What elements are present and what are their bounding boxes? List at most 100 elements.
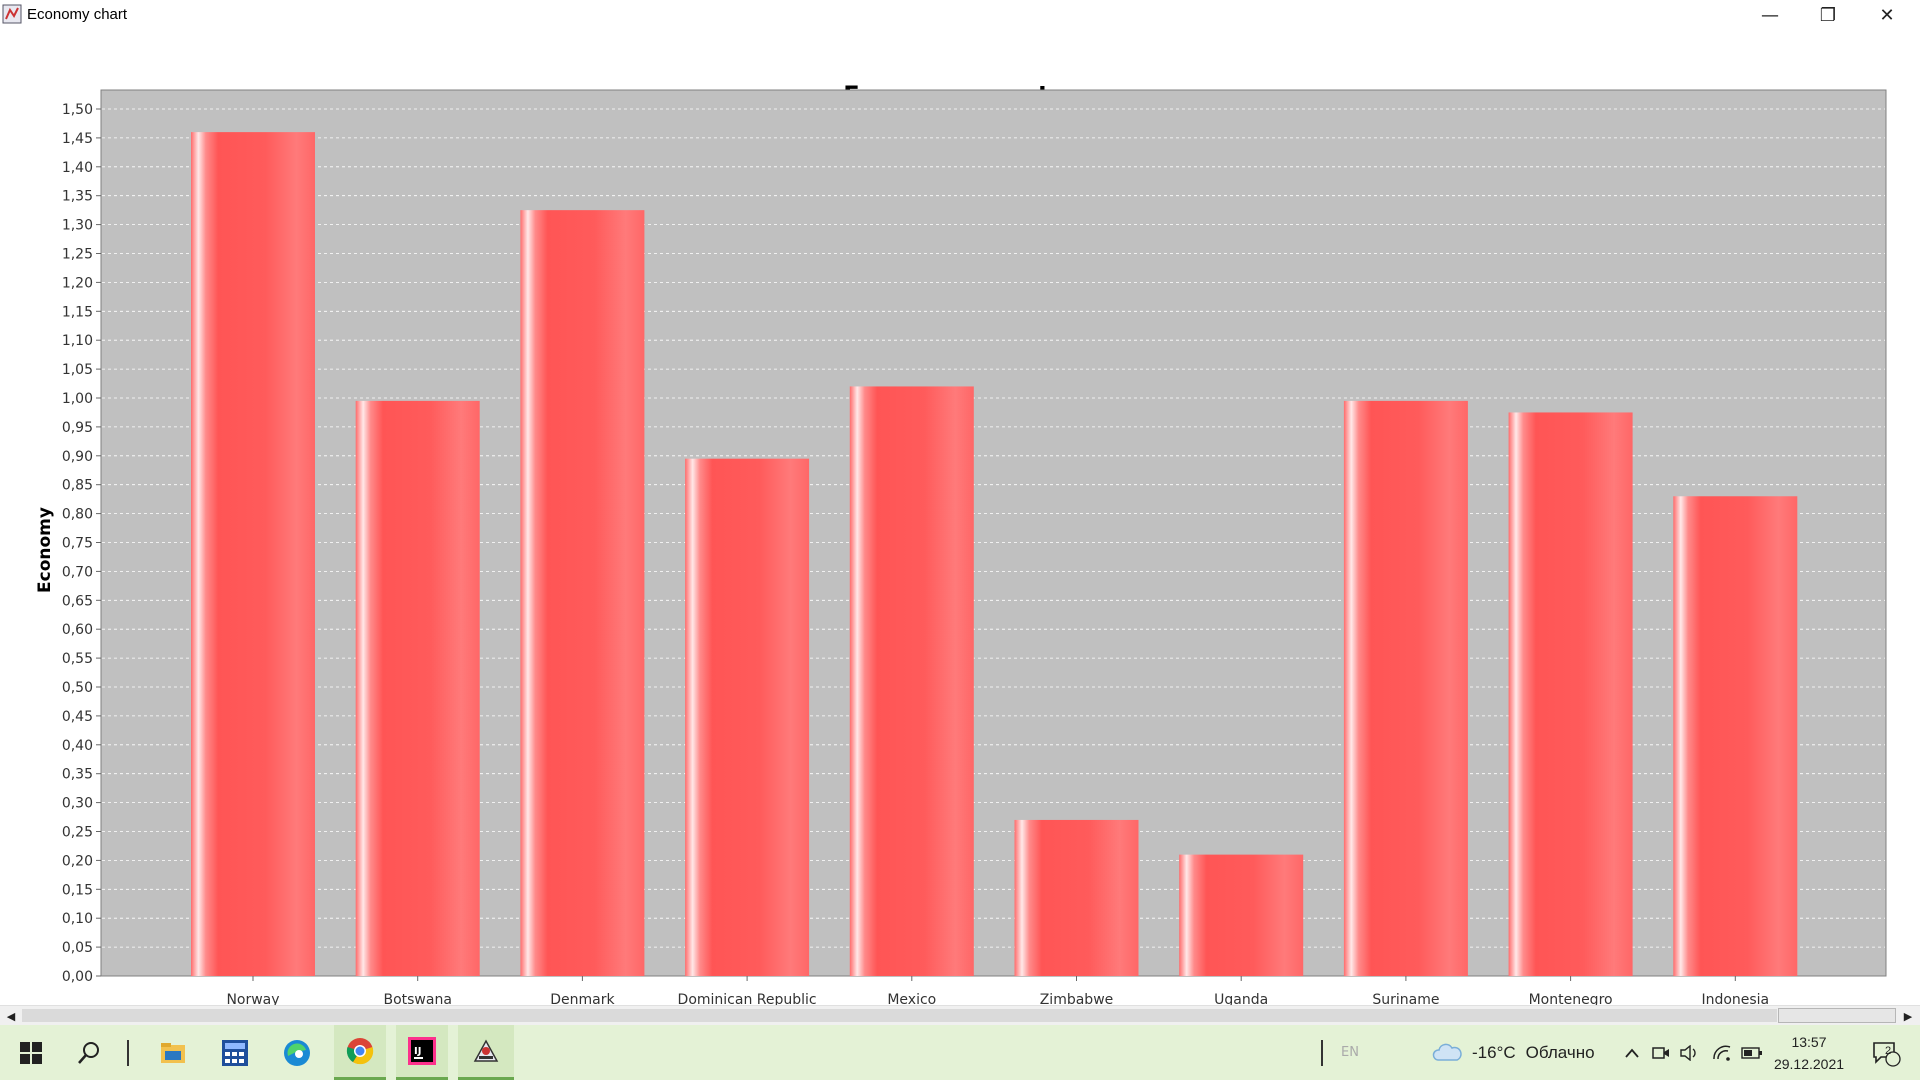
y-tick-label: 1,10 [62,333,93,349]
weather-temperature: -16°C [1472,1042,1516,1062]
minimize-button[interactable]: — [1761,4,1779,26]
y-tick-label: 0,35 [62,767,93,783]
x-tick-label: Zimbabwe [1040,992,1114,1005]
clock[interactable]: 13:57 29.12.2021 [1765,1031,1853,1075]
language-indicator[interactable]: EN [1341,1045,1359,1060]
intellij-icon: IJ [408,1037,436,1065]
horizontal-scrollbar[interactable]: ◀ ▶ [0,1005,1920,1026]
app-icon [2,4,22,24]
clock-date: 29.12.2021 [1773,1056,1845,1072]
chrome-button[interactable] [334,1025,386,1080]
java-app-button[interactable] [458,1025,514,1080]
bar-denmark [520,210,645,976]
y-tick-label: 0,10 [62,911,93,927]
x-tick-label: Indonesia [1701,992,1769,1005]
y-tick-label: 0,45 [62,709,93,725]
weather-widget[interactable]: -16°C Облачно [1432,1025,1595,1080]
y-tick-label: 1,50 [62,102,93,118]
window-title: Economy chart [27,6,128,23]
volume-button[interactable] [1677,1025,1701,1080]
y-tick-label: 0,15 [62,882,93,898]
y-tick-label: 0,20 [62,853,93,869]
tray-divider [1316,1025,1328,1080]
start-button[interactable] [6,1025,56,1080]
close-button[interactable]: ✕ [1879,4,1895,26]
y-tick-label: 0,55 [62,651,93,667]
y-tick-label: 0,95 [62,420,93,436]
scroll-right-icon[interactable]: ▶ [1903,1009,1913,1023]
weather-description: Облачно [1525,1042,1595,1062]
y-tick-label: 0,90 [62,449,93,465]
y-tick-label: 0,30 [62,796,93,812]
y-tick-label: 1,40 [62,160,93,176]
x-tick-label: Denmark [550,992,615,1005]
y-tick-label: 0,70 [62,564,93,580]
y-tick-label: 0,05 [62,940,93,956]
clock-time: 13:57 [1791,1034,1827,1050]
notification-count: 2 [1885,1045,1892,1057]
store-button[interactable] [210,1025,260,1080]
x-tick-label: Dominican Republic [678,992,817,1005]
edge-button[interactable] [272,1025,322,1080]
scroll-left-icon[interactable]: ◀ [6,1009,16,1023]
chart-panel: Economy country Economy 0,000,050,100,15… [0,30,1920,1005]
intellij-button[interactable]: IJ [396,1025,448,1080]
scroll-track[interactable] [22,1009,1777,1022]
chevron-up-icon [1625,1048,1639,1058]
taskbar: IJ EN -16°C Облачно 13:57 29. [0,1025,1920,1080]
wifi-icon [1713,1045,1731,1061]
chrome-icon [346,1038,374,1065]
start-icon [20,1041,42,1064]
bar-zimbabwe [1014,819,1139,976]
calculator-icon [222,1039,248,1066]
x-tick-label: Uganda [1214,992,1268,1005]
camera-icon [1652,1046,1669,1059]
y-tick-label: 1,45 [62,131,93,147]
y-tick-label: 0,50 [62,680,93,696]
y-tick-label: 1,25 [62,247,93,263]
edge-icon [284,1039,310,1066]
notifications-button[interactable]: 2 [1866,1025,1906,1080]
x-tick-label: Montenegro [1529,992,1613,1005]
bar-botswana [355,400,480,976]
network-button[interactable] [1710,1025,1734,1080]
file-explorer-icon [161,1042,185,1063]
x-tick-label: Mexico [887,992,936,1005]
y-tick-label: 0,80 [62,507,93,523]
battery-icon [1741,1046,1762,1059]
meet-now-button[interactable] [1649,1025,1673,1080]
bar-norway [191,132,315,976]
y-tick-label: 1,35 [62,189,93,205]
java-app-icon [473,1039,499,1062]
maximize-button[interactable]: ❐ [1819,4,1837,26]
svg-text:IJ: IJ [414,1046,421,1057]
y-tick-label: 0,40 [62,738,93,754]
x-tick-label: Suriname [1372,992,1439,1005]
bar-montenegro [1508,412,1633,976]
bar-chart: Economy country Economy 0,000,050,100,15… [35,81,1887,1005]
notification-icon [1873,1041,1901,1067]
y-tick-label: 1,05 [62,362,93,378]
y-tick-label: 1,30 [62,218,93,234]
x-tick-label: Botswana [383,992,451,1005]
search-icon [78,1041,99,1064]
battery-button[interactable] [1740,1025,1764,1080]
file-explorer-button[interactable] [148,1025,198,1080]
y-tick-label: 0,60 [62,622,93,638]
scroll-thumb[interactable] [1778,1008,1896,1023]
y-tick-label: 0,00 [62,969,93,985]
title-bar: Economy chart — ❐ ✕ [0,0,1920,30]
speaker-icon [1680,1044,1696,1061]
y-tick-label: 0,75 [62,536,93,552]
cloud-icon [1432,1043,1462,1061]
bar-indonesia [1673,496,1798,976]
bar-dominican-republic [685,458,810,976]
search-button[interactable] [64,1025,114,1080]
y-tick-label: 0,65 [62,593,93,609]
x-tick-label: Norway [226,992,279,1005]
y-tick-label: 0,25 [62,825,93,841]
tray-overflow-button[interactable] [1620,1025,1644,1080]
y-tick-label: 0,85 [62,478,93,494]
bar-uganda [1179,854,1304,976]
y-axis-label: Economy [35,507,55,593]
